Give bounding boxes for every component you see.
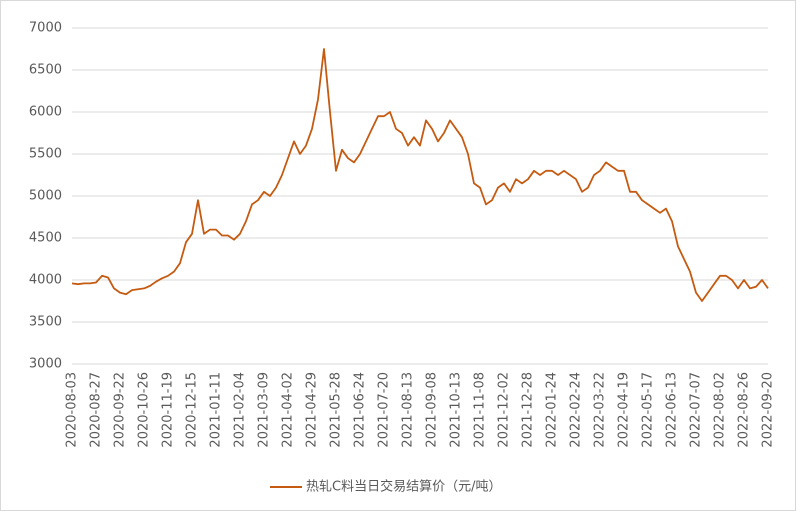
x-tick-label: 2022-06-13 (665, 372, 680, 448)
x-tick-label: 2022-09-20 (761, 372, 776, 448)
y-tick-label: 4500 (29, 231, 62, 246)
x-tick-label: 2020-12-15 (185, 372, 200, 448)
y-tick-label: 5000 (29, 189, 62, 204)
x-tick-label: 2021-02-04 (233, 372, 248, 448)
line (71, 48, 769, 302)
x-tick-label: 2021-07-20 (377, 372, 392, 448)
x-tick-label: 2021-10-13 (449, 372, 464, 448)
x-tick-label: 2021-01-11 (209, 372, 224, 448)
x-tick-label: 2021-04-02 (281, 372, 296, 448)
x-tick-label: 2022-05-17 (641, 372, 656, 448)
x-tick-label: 2021-11-08 (473, 372, 488, 448)
x-tick-label: 2022-07-07 (689, 372, 704, 448)
x-tick-label: 2021-04-29 (305, 372, 320, 448)
y-tick-label: 6500 (29, 63, 62, 78)
x-tick-label: 2021-06-24 (353, 372, 368, 448)
x-tick-label: 2022-01-24 (545, 372, 560, 448)
y-tick-label: 5500 (29, 147, 62, 162)
x-tick-label: 2022-08-26 (737, 372, 752, 448)
x-tick-label: 2020-10-26 (137, 372, 152, 448)
y-tick-label: 4000 (29, 273, 62, 288)
x-tick-label: 2020-11-19 (161, 372, 176, 448)
x-tick-label: 2021-05-28 (329, 372, 344, 448)
y-tick-label: 7000 (29, 21, 62, 36)
x-tick-label: 2021-03-09 (257, 372, 272, 448)
x-tick-label: 2021-12-28 (521, 372, 536, 448)
x-tick-label: 2022-04-19 (617, 372, 632, 448)
x-tick-label: 2020-08-27 (89, 372, 104, 448)
x-tick-label: 2022-08-02 (713, 372, 728, 448)
x-tick-label: 2021-09-08 (425, 372, 440, 448)
y-tick-label: 3000 (29, 357, 62, 372)
x-tick-label: 2020-09-22 (113, 372, 128, 448)
x-tick-label: 2022-03-22 (593, 372, 608, 448)
y-tick-label: 6000 (29, 105, 62, 120)
x-tick-label: 2021-08-13 (401, 372, 416, 448)
legend-label: 热轧C料当日交易结算价（元/吨） (306, 479, 501, 495)
x-tick-label: 2022-02-24 (569, 372, 584, 448)
x-tick-label: 2020-08-03 (65, 372, 80, 448)
y-tick-label: 3500 (29, 315, 62, 330)
x-tick-label: 2021-12-02 (497, 372, 512, 448)
